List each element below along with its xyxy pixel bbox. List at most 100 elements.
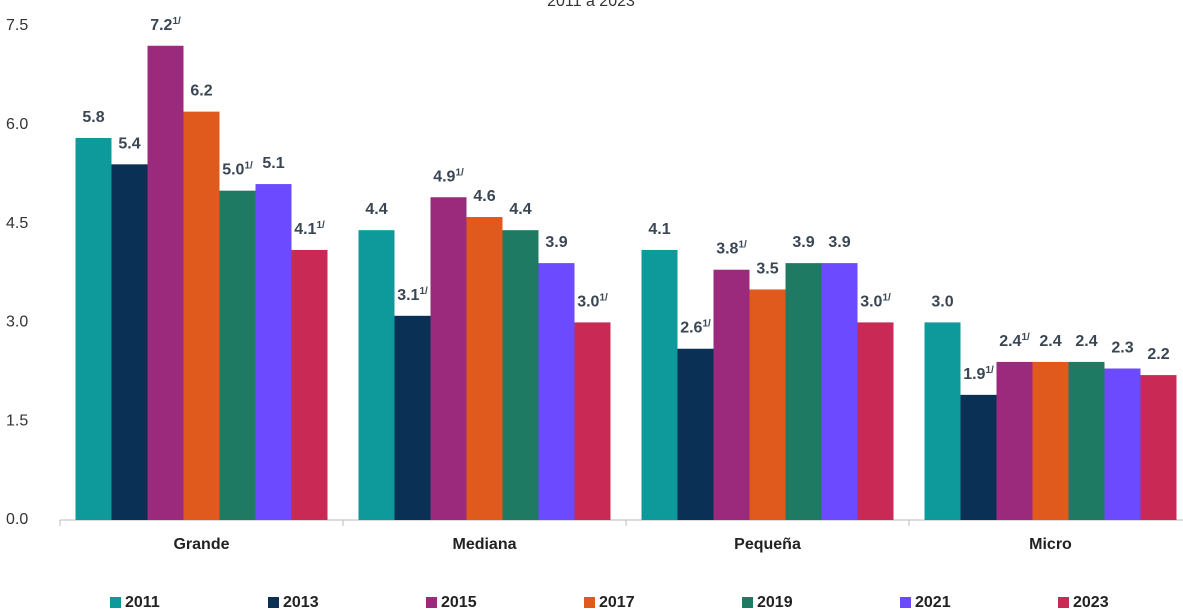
legend-label: 2023: [1073, 594, 1109, 611]
value-label-text: 3.0: [860, 294, 882, 311]
value-label-text: 1.9: [963, 366, 985, 383]
value-label: 2.2: [1147, 346, 1169, 363]
bar: [1104, 368, 1141, 520]
value-label: 3.0: [931, 294, 953, 311]
y-tick-label: 1.5: [6, 412, 28, 429]
legend-swatch: [900, 597, 911, 608]
value-label: 5.8: [82, 109, 104, 126]
legend-label: 2017: [599, 594, 635, 611]
value-label: 3.5: [756, 261, 778, 278]
y-tick-label: 0.0: [6, 511, 28, 528]
value-label: 1.91/: [963, 364, 994, 383]
value-label-text: 3.0: [931, 294, 953, 311]
value-label-text: 4.1: [648, 221, 670, 238]
footnote: 1/: [738, 239, 747, 250]
value-label: 3.9: [545, 234, 567, 251]
value-label-text: 4.6: [473, 188, 495, 205]
value-label: 4.6: [473, 188, 495, 205]
bar: [466, 217, 503, 520]
bar: [1068, 361, 1105, 520]
y-tick-label: 7.5: [6, 17, 28, 34]
bar: [821, 263, 858, 520]
value-label: 4.11/: [294, 220, 325, 239]
value-label-text: 6.2: [190, 83, 212, 100]
value-label-text: 3.8: [716, 241, 738, 258]
legend-label: 2019: [757, 594, 793, 611]
value-label-text: 2.4: [1075, 333, 1097, 350]
bar: [255, 184, 292, 520]
value-label-text: 2.4: [999, 333, 1021, 350]
y-tick-label: 3.0: [6, 314, 28, 331]
bar: [996, 361, 1033, 520]
bar: [1032, 361, 1069, 520]
footnote: 1/: [244, 160, 253, 171]
value-label-text: 5.4: [118, 136, 140, 153]
footnote: 1/: [985, 364, 994, 375]
value-label: 2.4: [1039, 333, 1061, 350]
bar: [677, 348, 714, 520]
value-label: 3.9: [792, 234, 814, 251]
x-tick-label: Grande: [173, 536, 229, 553]
value-label: 3.01/: [577, 292, 608, 311]
bar: [358, 230, 395, 521]
bar: [394, 315, 431, 520]
value-label-text: 3.0: [577, 294, 599, 311]
legend-swatch: [268, 597, 279, 608]
value-label-text: 3.9: [545, 234, 567, 251]
legend-label: 2011: [125, 594, 160, 611]
legend-swatch: [742, 597, 753, 608]
legend-swatch: [1058, 597, 1069, 608]
value-label-text: 4.9: [433, 168, 455, 185]
value-label: 4.4: [365, 201, 387, 218]
value-label: 7.21/: [150, 15, 181, 34]
bar: [502, 230, 539, 521]
value-label: 3.9: [828, 234, 850, 251]
bar: [960, 394, 997, 520]
footnote: 1/: [455, 167, 464, 178]
value-label: 6.2: [190, 83, 212, 100]
value-label: 2.41/: [999, 332, 1030, 351]
bar: [183, 111, 220, 521]
footnote: 1/: [1021, 332, 1030, 343]
x-tick-label: Pequeña: [734, 536, 801, 553]
x-tick-label: Micro: [1029, 536, 1072, 553]
value-label: 5.4: [118, 136, 140, 153]
value-label: 4.91/: [433, 167, 464, 186]
value-label-text: 2.4: [1039, 333, 1061, 350]
y-tick-label: 4.5: [6, 215, 28, 232]
chart-title: 2011 a 2023: [547, 0, 635, 10]
footnote: 1/: [419, 285, 428, 296]
legend-label: 2021: [915, 594, 951, 611]
footnote: 1/: [882, 292, 891, 303]
value-label-text: 7.2: [150, 17, 172, 34]
footnote: 1/: [316, 220, 325, 231]
bar: [147, 45, 184, 520]
value-label-text: 3.5: [756, 261, 778, 278]
value-label: 5.1: [262, 155, 284, 172]
value-label: 2.61/: [680, 318, 711, 337]
value-label-text: 2.3: [1111, 340, 1133, 357]
footnote: 1/: [172, 15, 181, 26]
bar: [924, 322, 961, 520]
y-tick-label: 6.0: [6, 116, 28, 133]
legend-label: 2013: [283, 594, 319, 611]
legend-label: 2015: [441, 594, 477, 611]
value-label-text: 2.6: [680, 320, 702, 337]
legend-swatch: [426, 597, 437, 608]
bar: [1140, 375, 1177, 520]
legend-swatch: [584, 597, 595, 608]
value-label: 3.11/: [397, 285, 428, 304]
value-label-text: 4.4: [365, 201, 387, 218]
value-label: 3.01/: [860, 292, 891, 311]
footnote: 1/: [702, 318, 711, 329]
bar: [749, 289, 786, 520]
bar: [291, 249, 328, 521]
value-label-text: 5.1: [262, 155, 284, 172]
bar: [574, 322, 611, 520]
value-label-text: 2.2: [1147, 346, 1169, 363]
value-label-text: 3.1: [397, 287, 419, 304]
bar: [713, 269, 750, 520]
bar: [75, 137, 112, 520]
bar: [538, 263, 575, 520]
